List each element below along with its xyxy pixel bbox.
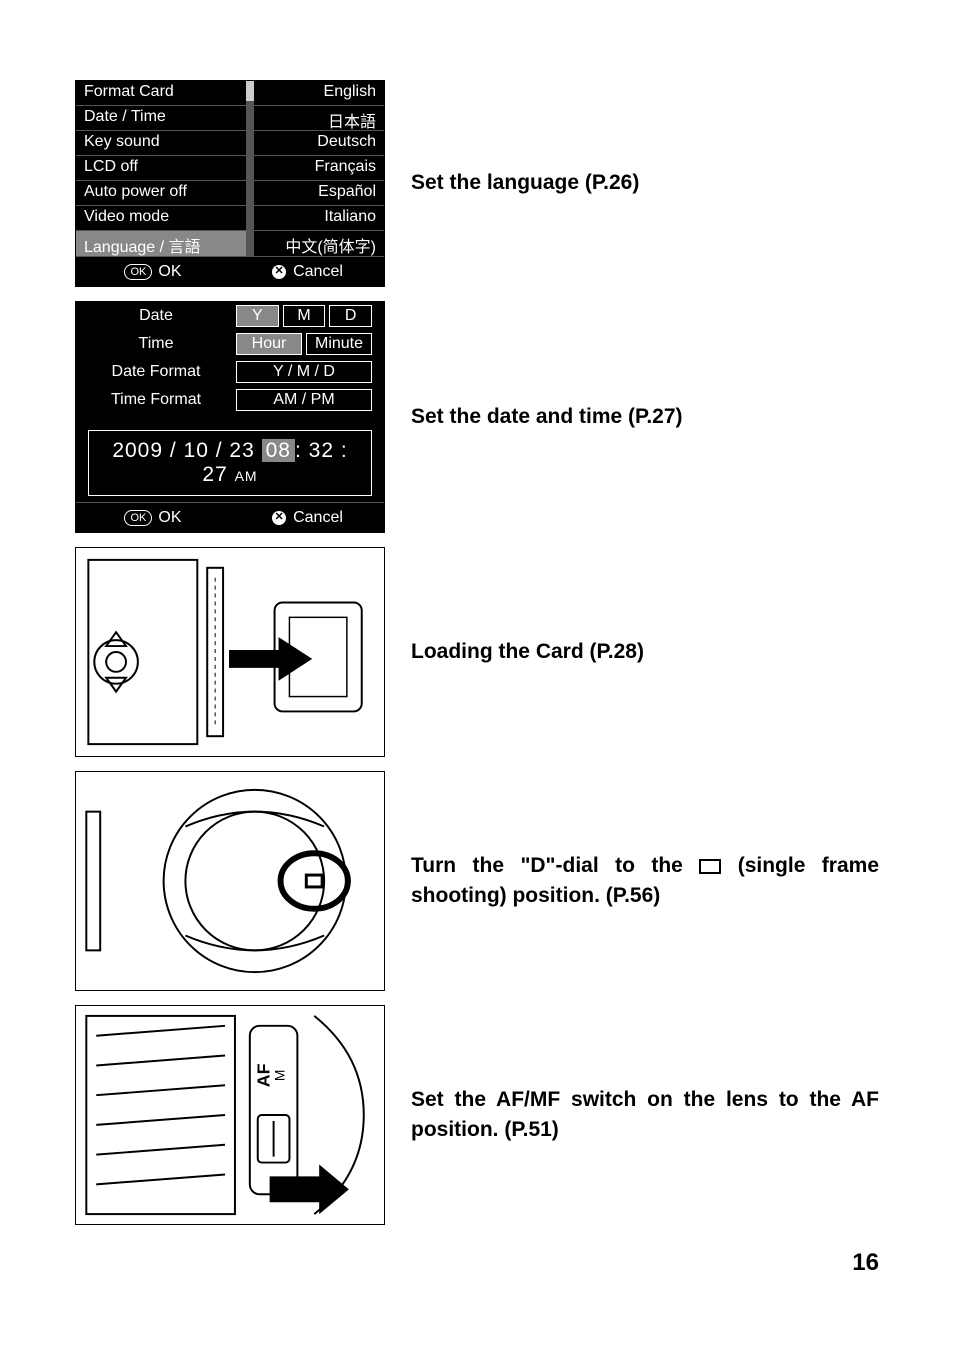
menu-left-5: Video mode	[76, 206, 246, 230]
page-number: 16	[852, 1249, 879, 1277]
menu-left-2: Key sound	[76, 131, 246, 155]
menu-right-4: Español	[254, 181, 384, 205]
datetime-readout: 2009 / 10 / 23 08: 32 : 27 AM	[88, 430, 372, 496]
menu-left-3: LCD off	[76, 156, 246, 180]
scrollbar	[246, 81, 254, 105]
row-datetime: DateYMD TimeHourMinute Date FormatY / M …	[75, 301, 879, 533]
row-card: Loading the Card (P.28)	[75, 547, 879, 757]
menu-right-5: Italiano	[254, 206, 384, 230]
caption-language: Set the language (P.26)	[411, 168, 879, 198]
row-dial: Turn the "D"-dial to the (single frame s…	[75, 771, 879, 991]
menu-right-6: 中文(简体字)	[254, 231, 384, 256]
ok-icon: OK	[124, 264, 152, 280]
caption-card: Loading the Card (P.28)	[411, 637, 879, 667]
lcd-language-menu: Format Card English Date / Time 日本語 Key so…	[75, 80, 385, 287]
row-language: Format Card English Date / Time 日本語 Key so…	[75, 80, 879, 287]
illustration-d-dial	[75, 771, 385, 991]
caption-dial: Turn the "D"-dial to the (single frame s…	[411, 851, 879, 912]
caption-datetime: Set the date and time (P.27)	[411, 402, 879, 432]
illustration-card-slot	[75, 547, 385, 757]
caption-afmf: Set the AF/MF switch on the lens to the …	[411, 1085, 879, 1146]
illustration-af-mf-switch: AF M	[75, 1005, 385, 1225]
svg-text:M: M	[272, 1070, 288, 1082]
menu-right-0: English	[254, 81, 384, 105]
lcd-datetime: DateYMD TimeHourMinute Date FormatY / M …	[75, 301, 385, 533]
menu-left-6: Language / 言語	[76, 231, 246, 256]
menu-left-0: Format Card	[76, 81, 246, 105]
cancel-icon: ✕	[271, 264, 287, 280]
menu-left-4: Auto power off	[76, 181, 246, 205]
cancel-label: Cancel	[293, 263, 343, 281]
menu-right-3: Français	[254, 156, 384, 180]
ok-label: OK	[158, 263, 181, 281]
menu-left-1: Date / Time	[76, 106, 246, 130]
row-afmf: AF M Set the AF/MF switch on the lens to…	[75, 1005, 879, 1225]
single-frame-icon	[699, 859, 721, 874]
menu-right-1: 日本語	[254, 106, 384, 130]
ok-icon: OK	[124, 510, 152, 526]
menu-right-2: Deutsch	[254, 131, 384, 155]
cancel-icon: ✕	[271, 510, 287, 526]
